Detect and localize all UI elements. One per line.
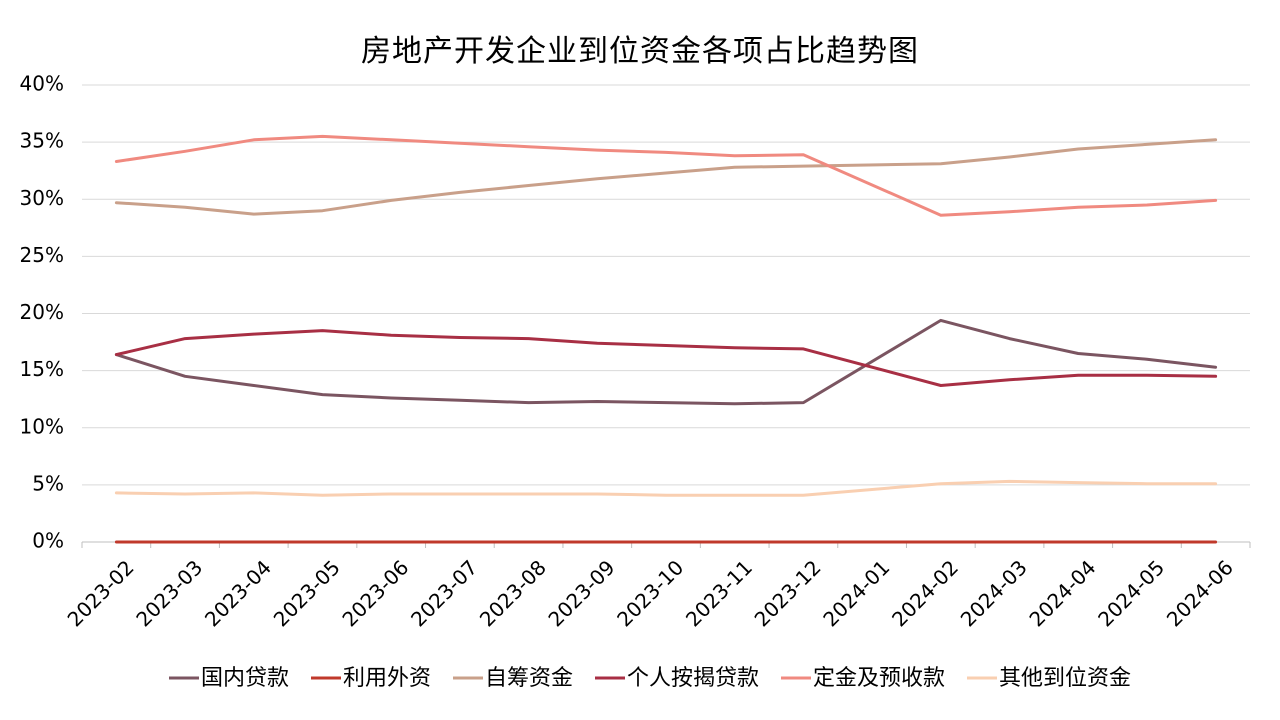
y-tick-label: 30% <box>20 186 64 210</box>
x-axis-ticks: 2023-022023-032023-042023-052023-062023-… <box>63 542 1251 631</box>
x-tick-label: 2023-10 <box>612 555 688 631</box>
x-tick-label: 2024-05 <box>1093 555 1169 631</box>
legend-label: 个人按揭贷款 <box>627 666 759 691</box>
x-tick-label: 2024-02 <box>887 555 963 631</box>
x-tick-label: 2024-01 <box>818 555 894 631</box>
series-line-1 <box>114 318 1218 406</box>
x-tick-label: 2024-04 <box>1024 555 1100 631</box>
series-line-6 <box>114 479 1218 497</box>
x-tick-label: 2023-09 <box>544 555 620 631</box>
y-tick-label: 10% <box>20 414 64 438</box>
y-tick-label: 0% <box>32 529 64 553</box>
legend-item: 国内贷款 <box>169 666 289 691</box>
legend: 国内贷款 利用外资 自筹资金 个人按揭贷款 定金及预收款 其他到位资金 <box>169 666 1131 691</box>
y-tick-label: 40% <box>20 72 64 96</box>
legend-label: 国内贷款 <box>201 666 289 691</box>
legend-label: 利用外资 <box>343 666 431 691</box>
y-axis-ticks: 0% 5% 10% 15% 20% 25% 30% 35% 40% <box>20 72 64 553</box>
legend-item: 自筹资金 <box>453 666 573 691</box>
legend-label: 自筹资金 <box>485 666 573 691</box>
legend-item: 个人按揭贷款 <box>595 666 759 691</box>
x-tick-label: 2023-08 <box>475 555 551 631</box>
x-tick-label: 2023-07 <box>406 555 482 631</box>
y-tick-label: 25% <box>20 243 64 267</box>
series-line-5 <box>114 134 1218 217</box>
y-tick-label: 35% <box>20 129 64 153</box>
legend-label: 定金及预收款 <box>813 666 945 691</box>
x-tick-label: 2023-02 <box>63 555 139 631</box>
series-lines <box>114 134 1218 544</box>
x-tick-label: 2023-11 <box>681 555 757 631</box>
legend-item: 定金及预收款 <box>781 666 945 691</box>
y-tick-label: 15% <box>20 357 64 381</box>
x-tick-label: 2023-05 <box>269 555 345 631</box>
y-tick-label: 20% <box>20 300 64 324</box>
x-tick-label: 2023-03 <box>131 555 207 631</box>
series-line-3 <box>114 138 1218 216</box>
legend-label: 其他到位资金 <box>999 666 1131 691</box>
legend-item: 利用外资 <box>311 666 431 691</box>
chart-title: 房地产开发企业到位资金各项占比趋势图 <box>361 34 919 69</box>
x-tick-label: 2024-06 <box>1162 555 1238 631</box>
legend-item: 其他到位资金 <box>967 666 1131 691</box>
x-tick-label: 2023-04 <box>200 555 276 631</box>
x-tick-label: 2024-03 <box>956 555 1032 631</box>
y-tick-label: 5% <box>32 471 64 495</box>
series-line-4 <box>114 329 1218 387</box>
x-tick-label: 2023-12 <box>750 555 826 631</box>
x-tick-label: 2023-06 <box>337 555 413 631</box>
